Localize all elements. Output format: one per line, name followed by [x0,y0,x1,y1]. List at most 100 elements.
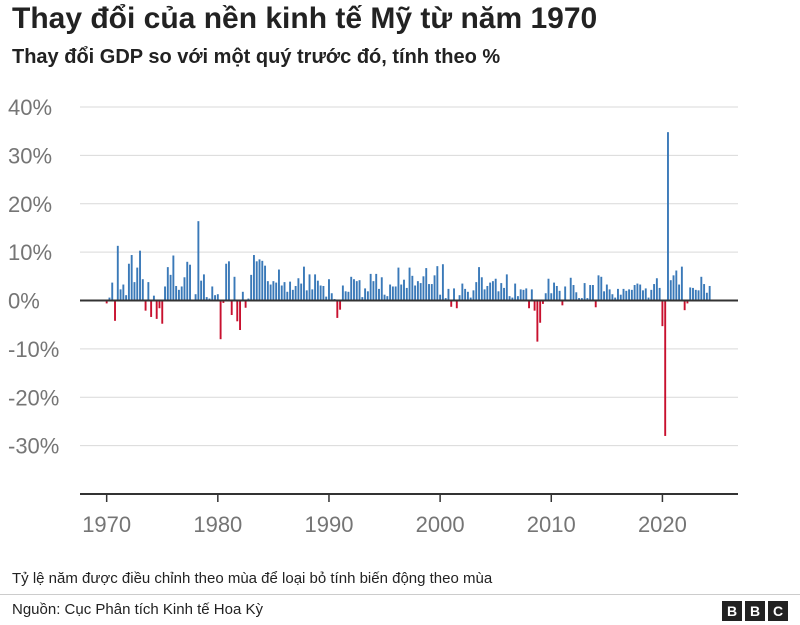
gdp-bar [261,260,264,301]
gdp-bar [180,286,183,301]
gdp-bar [391,286,394,301]
gdp-bar [283,282,286,301]
gdp-bar [533,300,536,311]
chart-subtitle: Thay đổi GDP so với một quý trước đó, tí… [12,46,501,68]
gdp-bar [464,288,467,301]
gdp-bar [347,291,350,301]
gdp-bar [514,283,517,301]
gdp-bar [189,264,191,301]
gdp-bar [703,284,706,301]
gdp-bar [441,264,444,301]
gdp-bar [314,274,317,301]
gdp-bar [328,279,330,301]
x-tick-label: 1990 [304,512,353,537]
gdp-bar [114,300,116,321]
gdp-bar [372,281,375,301]
gdp-bar [375,273,378,301]
gdp-bar [216,294,219,301]
gdp-bar [644,288,647,301]
gdp-bar [236,300,239,322]
gdp-bar [366,291,369,301]
gdp-bar [683,300,686,311]
gdp-bar [280,285,283,301]
gdp-bar [230,300,233,316]
gdp-bar [330,293,333,301]
gdp-bar [439,294,442,301]
gdp-bar [158,300,161,309]
gdp-bar [583,283,586,301]
gdp-bar [564,286,567,301]
gdp-bar [166,267,169,301]
gdp-bar [294,285,297,301]
gdp-bar [278,269,280,301]
y-tick-label: 20% [8,192,52,217]
gdp-bar [619,294,622,301]
gdp-bar [519,289,522,301]
gdp-bar [336,300,339,318]
gdp-bar [269,284,272,301]
gdp-bar [636,283,639,301]
gdp-bar [289,281,292,301]
gdp-bar [122,284,125,301]
gdp-bar [647,297,650,301]
gdp-bar [430,284,433,301]
gdp-bar [469,297,472,301]
gdp-bar [528,300,530,309]
gdp-bar [275,282,278,301]
gdp-bar [186,261,189,301]
gdp-bar [369,273,372,301]
gdp-bar [108,297,111,301]
gdp-bar [661,300,664,327]
gdp-bar [197,221,200,301]
gdp-bar [494,278,497,301]
gdp-bar [397,267,400,301]
gdp-bar [164,286,166,301]
gdp-bar [358,280,361,301]
gdp-bar [617,288,619,301]
bars [105,132,711,436]
gdp-bar [258,259,261,301]
gdp-bar [300,283,303,301]
gdp-bar [219,300,222,340]
gdp-bar [361,297,364,301]
gdp-bar [453,288,455,301]
gdp-bar [480,277,483,301]
gdp-bar [428,284,430,301]
gdp-bar [139,250,141,301]
gdp-bar [422,276,425,301]
gdp-bar [667,132,669,301]
gdp-bar [466,291,469,301]
gdp-bar [680,266,683,301]
gdp-bar [252,255,255,301]
gdp-bar [378,288,380,301]
gdp-bar [386,296,389,301]
gdp-bar [116,245,119,301]
gdp-bar [419,283,422,301]
gdp-bar [225,263,228,301]
y-axis-tick-labels: 40% 30% 20% 10% 0% -10% -20% -30% [8,95,59,459]
gdp-bar [344,291,347,301]
bbc-logo-letter-2: B [745,601,765,621]
gdp-bar [597,275,600,301]
gdp-bar [383,294,386,301]
gdp-bar [650,289,653,301]
gdp-bar [669,280,672,301]
gdp-bar [416,281,419,301]
y-tick-label: 40% [8,95,52,120]
y-tick-label: -10% [8,337,59,362]
gdp-bar [141,279,144,301]
y-tick-label: -20% [8,385,59,410]
gdp-bar [411,275,414,301]
gdp-bar [536,300,539,342]
gdp-bar [697,290,700,301]
gdp-bar [408,267,411,301]
gdp-bar [244,300,247,308]
gdp-bar [550,293,553,301]
gdp-bar [144,300,147,311]
y-tick-label: -30% [8,434,59,459]
gdp-bar [433,275,436,301]
gdp-bar [303,266,305,301]
gdp-bar [653,284,656,301]
gdp-bar [130,255,133,301]
gdp-bar [233,276,236,301]
